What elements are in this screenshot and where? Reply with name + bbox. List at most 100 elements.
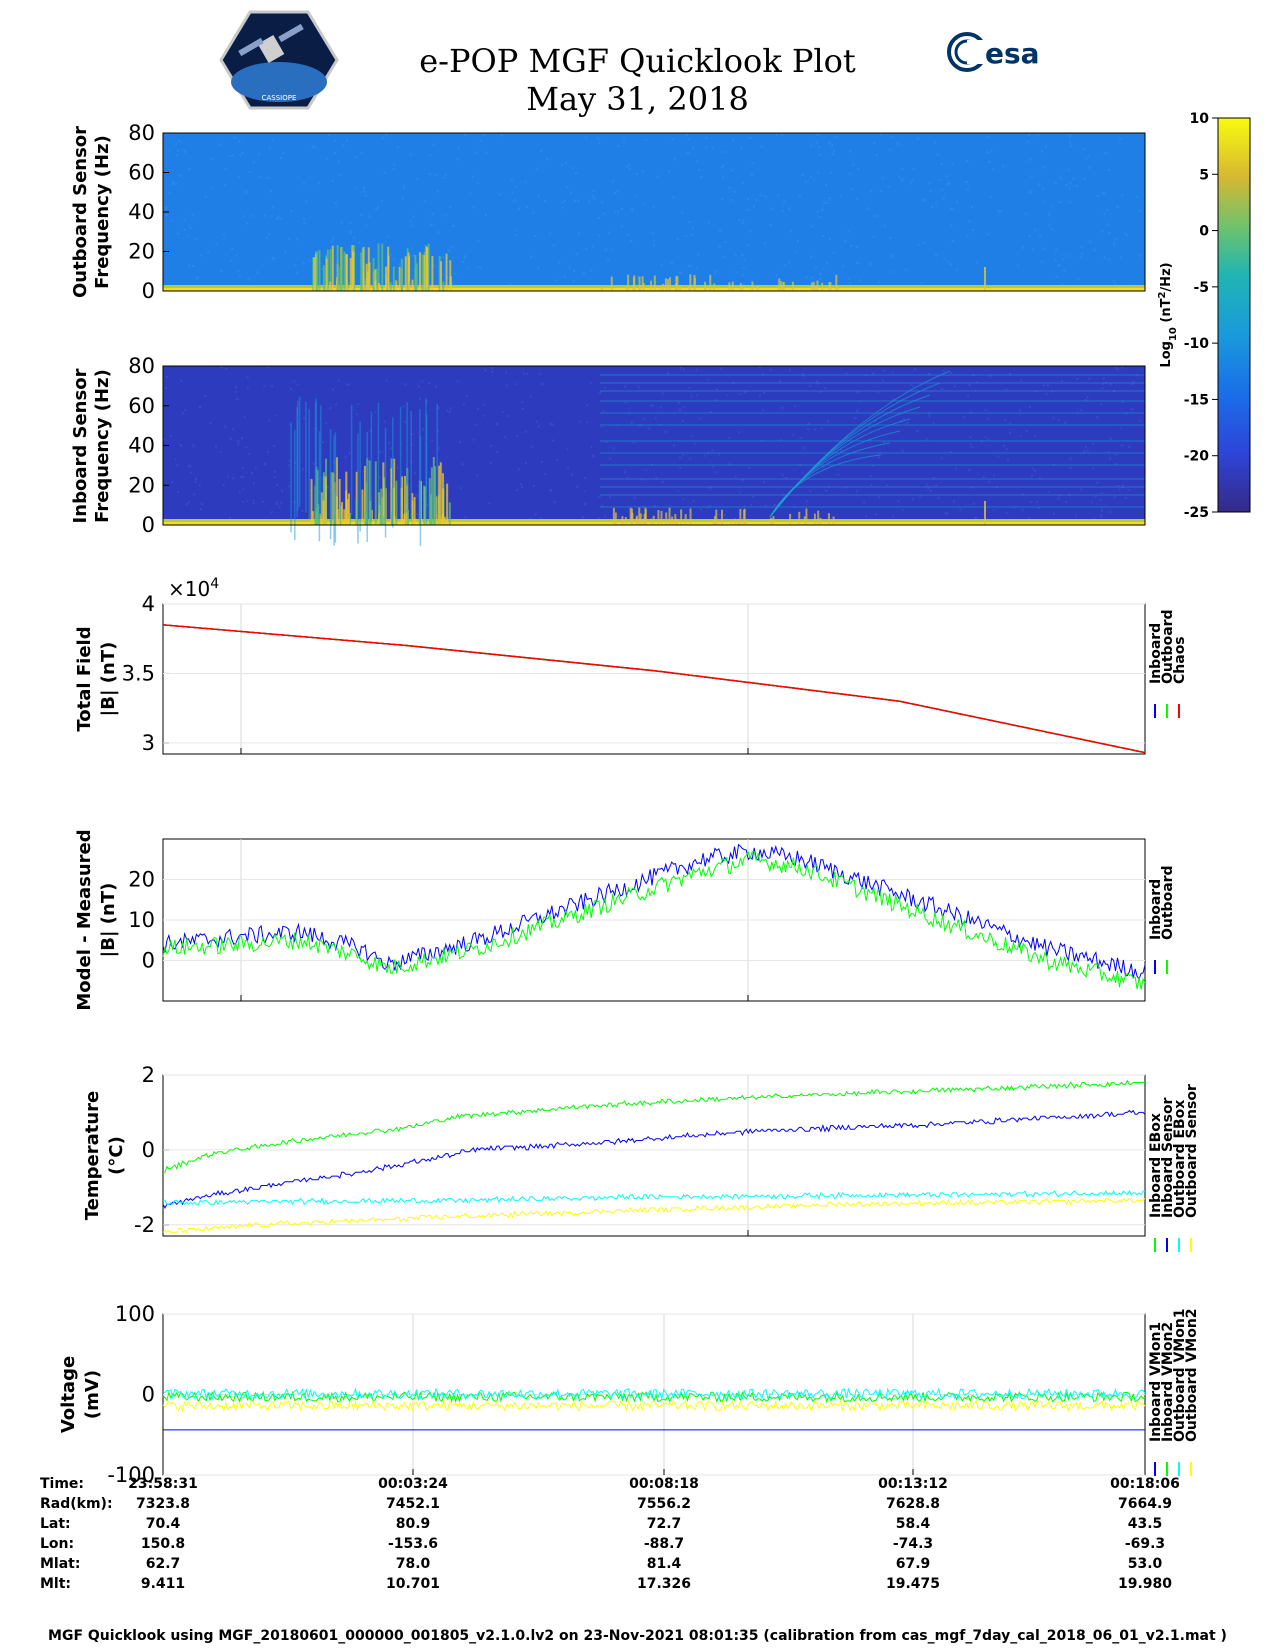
y-tick-label: 0 <box>142 1138 155 1162</box>
ephem-value: 58.4 <box>895 1516 931 1532</box>
ephem-label-time: Time: <box>40 1476 85 1492</box>
y-tick-label: 40 <box>128 434 155 458</box>
y-tick-label: 0 <box>142 1383 155 1407</box>
plot-title-line1: e-POP MGF Quicklook Plot <box>419 42 856 80</box>
esa-logo-icon: esa <box>947 32 1040 72</box>
ephem-value: 80.9 <box>395 1516 431 1532</box>
series-line-inboard <box>162 843 1146 981</box>
ephem-value: 7452.1 <box>385 1496 441 1512</box>
colorbar: 10 5 0 -5 -10 -15 -20 -25 Log10 (nT2/Hz) <box>1157 111 1251 521</box>
legend-label: Outboard VMon2 <box>1184 1308 1200 1442</box>
series-line-outboard-vmon1 <box>162 1387 1146 1401</box>
ephem-value: 150.8 <box>140 1536 186 1552</box>
legend-label: Outboard EBox <box>1172 1100 1188 1218</box>
ephem-value: 00:18:06 <box>1110 1476 1180 1492</box>
ephem-value: 7628.8 <box>885 1496 941 1512</box>
y-tick-label: 3.5 <box>122 661 155 685</box>
colorbar-tick-label: -25 <box>1184 505 1209 521</box>
legend-label: Inboard Sensor <box>1160 1097 1176 1218</box>
legend-label: Outboard VMon1 <box>1172 1308 1188 1442</box>
axis-exponent-label: ×104 <box>168 576 219 601</box>
ephem-value: 70.4 <box>145 1516 181 1532</box>
y-tick-label: 20 <box>128 868 155 892</box>
legend-label: Inboard <box>1148 623 1164 684</box>
ephem-value: 00:03:24 <box>378 1476 448 1492</box>
ephem-value: 23:58:31 <box>128 1476 198 1492</box>
y-axis-label: Inboard SensorFrequency (Hz) <box>70 368 113 523</box>
y-tick-label: 100 <box>115 1302 155 1326</box>
y-tick-label: 0 <box>142 513 155 537</box>
legend-label: Chaos <box>1172 636 1188 684</box>
svg-text:CASSIOPE: CASSIOPE <box>262 94 297 102</box>
ephem-value: 7556.2 <box>636 1496 692 1512</box>
legend-label: Outboard <box>1160 865 1176 940</box>
ephem-value: 7323.8 <box>135 1496 191 1512</box>
series-line-outboard <box>162 850 1146 990</box>
y-tick-label: 3 <box>142 731 155 755</box>
ephem-value: 81.4 <box>646 1556 682 1572</box>
ephem-value: 67.9 <box>895 1556 931 1572</box>
legend-label: Inboard VMon2 <box>1160 1322 1176 1442</box>
colorbar-tick-label: -20 <box>1184 449 1210 465</box>
ephem-label-mlat: Mlat: <box>40 1556 81 1572</box>
y-tick-label: 20 <box>128 473 155 497</box>
colorbar-tick-label: -10 <box>1184 336 1210 352</box>
outboard-spectrogram: 80 60 40 20 0 Outboard SensorFrequency (Hz) <box>70 121 1146 303</box>
legend-label: Inboard VMon1 <box>1148 1322 1164 1442</box>
ephem-value: 62.7 <box>145 1556 181 1572</box>
inboard-spectrogram: 80 60 40 20 0 Inboard SensorFrequency (Hz) <box>70 354 1146 546</box>
y-axis-label: Model - Measured |B| (nT) <box>74 829 119 1010</box>
plot-area <box>162 1074 1146 1237</box>
ephem-value: -69.3 <box>1124 1536 1166 1552</box>
ephem-label-lon: Lon: <box>40 1536 75 1552</box>
y-tick-label: 40 <box>128 200 155 224</box>
series-line-inboard-ebox <box>163 1079 1145 1173</box>
y-axis-label: Temperature (°C) <box>82 1091 127 1220</box>
plot-area <box>162 603 1146 755</box>
y-tick-label: 80 <box>128 121 155 145</box>
y-tick-label: 4 <box>142 592 155 616</box>
series-line-inboard-sensor <box>162 1109 1146 1209</box>
footer-caption: MGF Quicklook using MGF_20180601_000000_… <box>48 1628 1227 1644</box>
colorbar-tick-label: -5 <box>1193 280 1209 296</box>
colorbar-tick-label: -15 <box>1184 392 1209 408</box>
series-line-outboard-ebox <box>163 1190 1145 1206</box>
y-tick-label: 80 <box>128 354 155 378</box>
ephem-label-lat: Lat: <box>40 1516 71 1532</box>
y-axis-label: Total Field |B| (nT) <box>74 626 119 731</box>
legend-label: Inboard <box>1148 879 1164 940</box>
ephem-value: 19.980 <box>1117 1576 1173 1592</box>
ephem-value: 7664.9 <box>1117 1496 1173 1512</box>
y-tick-label: 20 <box>128 240 155 264</box>
series-line-outboard-vmon2 <box>162 1399 1146 1413</box>
series-line-chaos <box>162 624 1146 754</box>
ephem-value: 10.701 <box>385 1576 441 1592</box>
colorbar-tick-label: 10 <box>1190 111 1210 127</box>
ephem-value: 72.7 <box>646 1516 682 1532</box>
colorbar-tick-label: 5 <box>1199 167 1209 183</box>
ephem-value: -153.6 <box>387 1536 439 1552</box>
ephem-value: 78.0 <box>395 1556 431 1572</box>
colorbar-tick-label: 0 <box>1199 224 1209 240</box>
colorbar-label: Log10 (nT2/Hz) <box>1157 262 1179 367</box>
ephem-label-mlt: Mlt: <box>40 1576 72 1592</box>
ephem-value: 19.475 <box>885 1576 941 1592</box>
ephem-value: -88.7 <box>643 1536 685 1552</box>
legend-label: Outboard Sensor <box>1184 1084 1200 1218</box>
y-tick-label: 10 <box>128 908 155 932</box>
y-tick-label: 60 <box>128 394 155 418</box>
model-minus-measured-panel: 20 10 0 Model - Measured |B| (nT) InboardOutb… <box>74 829 1176 1010</box>
y-tick-label: -100 <box>107 1463 155 1487</box>
ephem-value: 53.0 <box>1127 1556 1163 1572</box>
y-tick-label: 60 <box>128 161 155 185</box>
esa-logo-text: esa <box>985 37 1040 70</box>
y-tick-label: 0 <box>142 949 155 973</box>
cassiope-mission-patch-icon: CASSIOPE <box>219 10 339 110</box>
series-line-outboard-sensor <box>162 1197 1146 1234</box>
ephem-value: 00:08:18 <box>629 1476 699 1492</box>
ephem-label-rad: Rad(km): <box>40 1496 113 1512</box>
ephem-value: 00:13:12 <box>878 1476 948 1492</box>
ephem-value: -74.3 <box>892 1536 934 1552</box>
